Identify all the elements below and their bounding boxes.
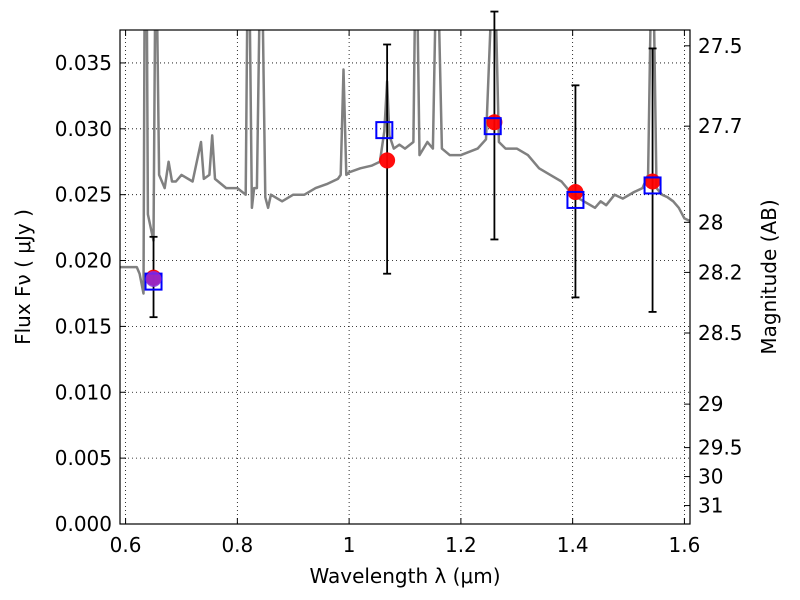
- magnitude-tick-label: 28.2: [698, 260, 743, 284]
- model-square: [566, 190, 585, 209]
- observed-point: [379, 152, 396, 169]
- observed-point: [644, 173, 661, 190]
- x-tick-label: 1.4: [557, 533, 589, 557]
- model-square: [643, 176, 662, 195]
- magnitude-tick-label: 27.5: [698, 34, 743, 58]
- error-bars: [149, 10, 657, 319]
- x-tick-labels: 0.6 0.8 1 1.2 1.4 1.6: [110, 533, 701, 557]
- x-tick-label: 1: [343, 533, 356, 557]
- x-tick-label: 1.2: [445, 533, 477, 557]
- magnitude-tick-label: 31: [698, 494, 723, 518]
- x-tick-label: 0.8: [221, 533, 253, 557]
- observed-point-overlap: [145, 270, 162, 287]
- y-axis-label: Flux Fν ( μJy ): [11, 209, 35, 345]
- y-tick-label: 0.015: [55, 314, 112, 338]
- y-tick-label: 0.035: [55, 51, 112, 75]
- magnitude-tick-label: 29: [698, 392, 723, 416]
- spectrum-line: [120, 30, 690, 295]
- x-tick-label: 0.6: [110, 533, 142, 557]
- magnitude-tick-label: 28.5: [698, 321, 743, 345]
- model-spectrum: [120, 30, 690, 295]
- magnitude-tick-label: 28: [698, 210, 723, 234]
- y-tick-label: 0.010: [55, 380, 112, 404]
- y-tick-label: 0.025: [55, 183, 112, 207]
- y-tick-labels: 0.000 0.005 0.010 0.015 0.020 0.025 0.030 0.035: [55, 51, 112, 536]
- axis-ticks: [120, 30, 690, 525]
- photometry-markers: [144, 114, 662, 291]
- x-tick-label: 1.6: [669, 533, 701, 557]
- y2-axis-label: Magnitude (AB): [757, 199, 781, 354]
- y-tick-label: 0.005: [55, 446, 112, 470]
- magnitude-tick-labels: 27.5 27.7 28 28.2 28.5 29 29.5 30 31: [698, 34, 743, 518]
- plot-frame: [119, 29, 691, 525]
- magnitude-tick-label: 29.5: [698, 436, 743, 460]
- y-tick-label: 0.000: [55, 512, 112, 536]
- model-square: [375, 121, 394, 140]
- y-tick-label: 0.020: [55, 249, 112, 273]
- grid-lines: [120, 30, 690, 525]
- y-tick-label: 0.030: [55, 117, 112, 141]
- magnitude-tick-label: 30: [698, 465, 723, 489]
- model-square: [483, 117, 502, 136]
- magnitude-tick-label: 27.7: [698, 114, 743, 138]
- x-axis-label: Wavelength λ (μm): [309, 564, 500, 588]
